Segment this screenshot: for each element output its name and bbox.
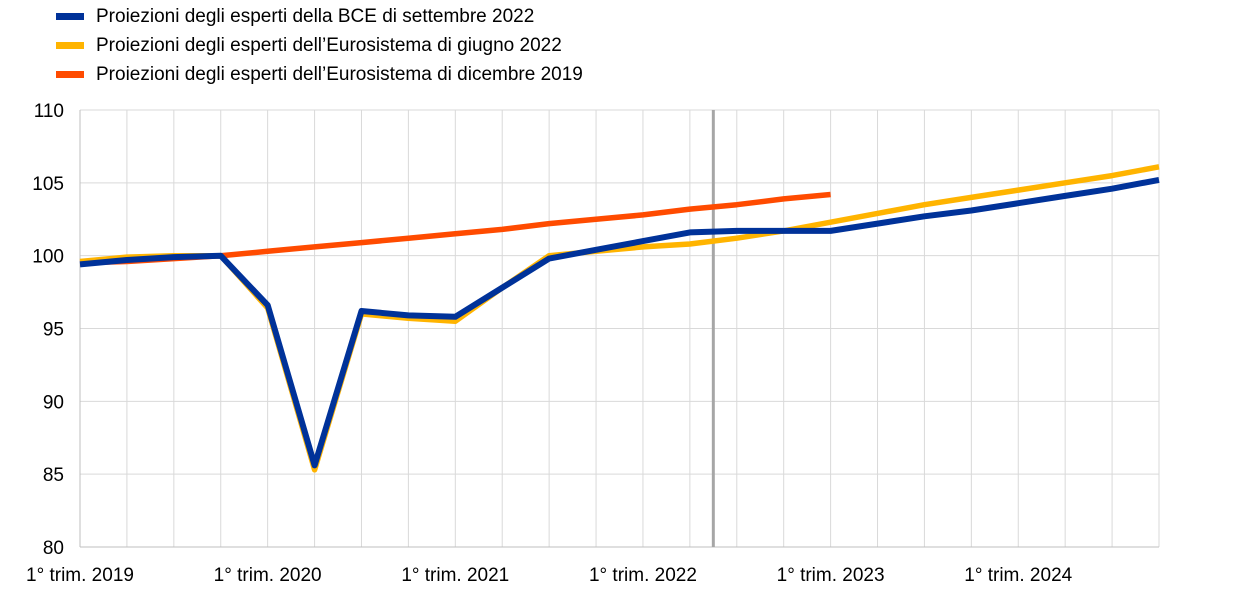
legend-label-sep-2022: Proiezioni degli esperti della BCE di se… — [96, 6, 535, 27]
y-tick-label: 110 — [34, 101, 64, 122]
series-line-0 — [79, 176, 1160, 469]
x-tick-label: 1° trim. 2020 — [214, 565, 322, 586]
y-tick-label: 80 — [43, 538, 64, 559]
y-tick-label: 85 — [43, 465, 64, 486]
y-tick-label: 95 — [43, 320, 64, 341]
legend-item-jun-2022: Proiezioni degli esperti dell’Eurosistem… — [56, 31, 583, 60]
x-tick-label: 1° trim. 2022 — [589, 565, 697, 586]
y-tick-label: 90 — [43, 392, 64, 413]
y-tick-label: 105 — [32, 174, 64, 195]
legend-swatch-sep-2022 — [56, 13, 84, 20]
legend-label-jun-2022: Proiezioni degli esperti dell’Eurosistem… — [96, 35, 562, 56]
x-tick-label: 1° trim. 2019 — [26, 565, 134, 586]
legend-item-dec-2019: Proiezioni degli esperti dell’Eurosistem… — [56, 60, 583, 89]
x-tick-label: 1° trim. 2024 — [964, 565, 1072, 586]
legend-swatch-jun-2022 — [56, 42, 84, 49]
x-tick-label: 1° trim. 2021 — [401, 565, 509, 586]
legend-label-dec-2019: Proiezioni degli esperti dell’Eurosistem… — [96, 64, 583, 85]
x-tick-label: 1° trim. 2023 — [777, 565, 885, 586]
legend-item-sep-2022: Proiezioni degli esperti della BCE di se… — [56, 2, 583, 31]
series-line-1 — [79, 164, 1160, 473]
legend: Proiezioni degli esperti della BCE di se… — [56, 2, 583, 89]
legend-swatch-dec-2019 — [56, 71, 84, 78]
y-tick-label: 100 — [32, 247, 64, 268]
